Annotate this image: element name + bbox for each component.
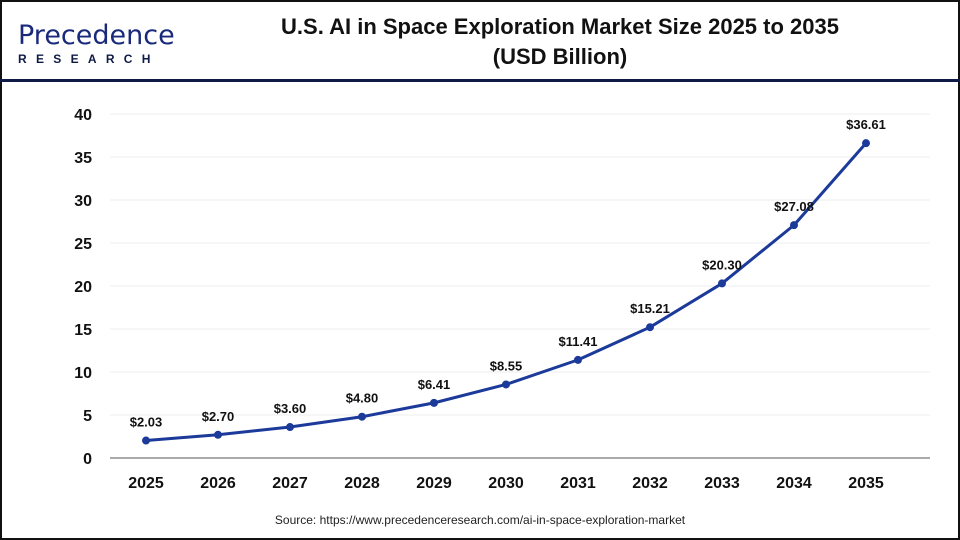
data-point — [862, 139, 870, 148]
data-label: $8.55 — [490, 358, 523, 373]
y-tick-label: 0 — [83, 451, 92, 468]
y-tick-label: 20 — [74, 279, 92, 296]
y-tick-label: 40 — [74, 107, 92, 124]
data-label: $36.61 — [846, 117, 886, 132]
data-point — [430, 398, 438, 407]
y-tick-label: 5 — [83, 408, 92, 425]
y-tick-label: 15 — [74, 322, 92, 339]
header-divider — [0, 79, 960, 82]
data-label: $20.30 — [702, 257, 742, 272]
y-tick-label: 30 — [74, 193, 92, 210]
logo-sub: RESEARCH — [18, 52, 160, 66]
chart-title: U.S. AI in Space Exploration Market Size… — [250, 12, 870, 72]
data-point — [790, 221, 798, 230]
x-tick-label: 2027 — [272, 475, 308, 492]
title-line-1: U.S. AI in Space Exploration Market Size… — [281, 14, 839, 39]
x-tick-label: 2026 — [200, 475, 236, 492]
x-tick-label: 2032 — [632, 475, 668, 492]
x-tick-label: 2033 — [704, 475, 740, 492]
x-tick-label: 2031 — [560, 475, 596, 492]
y-tick-label: 10 — [74, 365, 92, 382]
logo-main: Precedence — [18, 20, 175, 51]
logo: Precedence RESEARCH — [18, 20, 175, 67]
data-label: $2.03 — [130, 415, 163, 430]
data-point — [214, 430, 222, 439]
data-point — [142, 436, 150, 445]
x-tick-label: 2034 — [776, 475, 812, 492]
x-tick-label: 2029 — [416, 475, 452, 492]
data-point — [718, 279, 726, 288]
x-tick-label: 2030 — [488, 475, 524, 492]
x-tick-label: 2035 — [848, 475, 884, 492]
y-tick-label: 35 — [74, 150, 92, 167]
data-point — [286, 423, 294, 432]
data-label: $3.60 — [274, 401, 307, 416]
y-tick-label: 25 — [74, 236, 92, 253]
x-tick-label: 2028 — [344, 475, 380, 492]
data-label: $15.21 — [630, 301, 670, 316]
series-line — [145, 142, 868, 443]
data-label: $2.70 — [202, 409, 235, 424]
data-label: $6.41 — [418, 377, 451, 392]
data-point — [574, 355, 582, 364]
data-label: $27.08 — [774, 199, 814, 214]
data-point — [358, 412, 366, 421]
data-label: $11.41 — [558, 334, 597, 349]
data-label: $4.80 — [346, 391, 379, 406]
x-tick-label: 2025 — [128, 475, 164, 492]
source-note: Source: https://www.precedenceresearch.c… — [274, 513, 686, 527]
data-point — [502, 380, 510, 389]
title-line-2: (USD Billion) — [492, 44, 628, 69]
data-point — [646, 323, 654, 332]
